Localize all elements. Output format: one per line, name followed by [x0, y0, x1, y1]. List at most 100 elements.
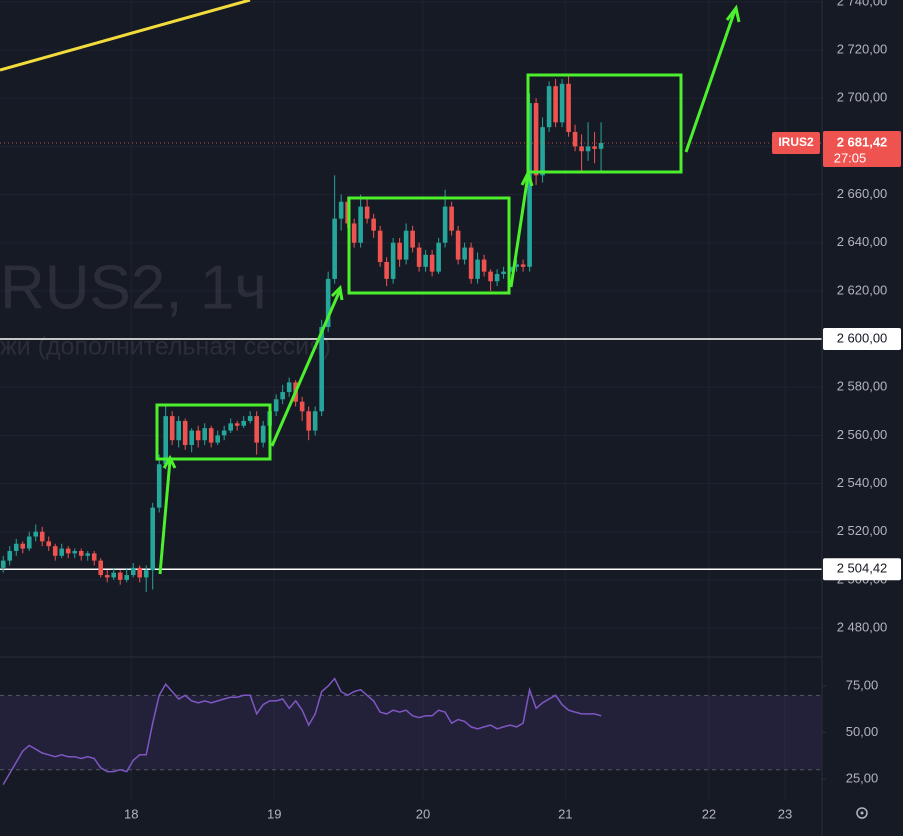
arrow: [509, 168, 534, 288]
candle-body: [488, 271, 493, 282]
settings-icon-dot[interactable]: [860, 811, 864, 815]
range-box: [347, 196, 511, 295]
watermark-title: RUS2, 1ч: [0, 253, 267, 322]
annotations: [155, 4, 741, 575]
candle-body: [598, 142, 604, 149]
y-tick-label: 2 660,00: [837, 186, 888, 201]
last-price-box: [823, 130, 901, 167]
watermark-subtitle: жи (дополнительная сессия): [0, 333, 331, 361]
candle-body: [306, 411, 311, 431]
candle-body: [0, 560, 6, 568]
candle-body: [208, 428, 214, 443]
candle-body: [475, 259, 480, 279]
x-tick-label: 20: [416, 806, 430, 821]
candle-body: [33, 531, 39, 537]
candle-body: [189, 430, 194, 446]
candle-body: [572, 131, 578, 147]
candle-body: [254, 416, 259, 443]
candle-body: [403, 230, 409, 260]
y-tick-label: 2 520,00: [837, 523, 888, 538]
candle-body: [299, 401, 305, 412]
symbol-tag: [772, 131, 820, 154]
y-tick-label: 2 740,00: [837, 0, 888, 8]
candle-body: [397, 242, 402, 260]
candle-body: [384, 262, 389, 279]
y-tick-label: 2 480,00: [837, 619, 888, 634]
level-label: 2 600,00: [837, 330, 888, 345]
candle-body: [592, 146, 597, 149]
candle-body: [91, 553, 97, 561]
candle-body: [390, 242, 396, 279]
candle-body: [455, 230, 461, 260]
candle-body: [280, 392, 285, 400]
candle-body: [416, 247, 422, 267]
candle-body: [52, 546, 58, 556]
candle-body: [176, 420, 181, 441]
candle-body: [65, 548, 71, 554]
rsi-band: [0, 695, 822, 770]
candle-body: [546, 86, 552, 128]
candle-body: [410, 230, 415, 248]
candle-body: [7, 550, 13, 561]
candle-body: [481, 259, 487, 272]
level-label-box: [823, 558, 901, 581]
candle-body: [163, 416, 168, 465]
candle-body: [429, 254, 435, 272]
rsi-tick-label: 75,00: [846, 677, 879, 692]
candle-body: [117, 572, 123, 580]
rsi-line: [2, 677, 602, 785]
candle-body: [137, 567, 143, 578]
candle-body: [130, 567, 136, 576]
plot: [0, 76, 822, 785]
arrow: [684, 4, 741, 153]
symbol-label: IRUS2: [778, 135, 814, 149]
candle-body: [286, 382, 292, 393]
y-tick-label: 2 700,00: [837, 90, 888, 105]
y-tick-label: 2 640,00: [837, 234, 888, 249]
candle-body: [104, 575, 110, 578]
candle-body: [195, 430, 201, 441]
candle-body: [312, 411, 318, 431]
candle-body: [124, 575, 130, 580]
candle-body: [553, 86, 558, 123]
candle-body: [527, 103, 532, 267]
candle-body: [501, 271, 506, 275]
candle-body: [559, 83, 565, 123]
candle-body: [215, 435, 220, 443]
candle-body: [585, 146, 591, 152]
x-tick-label: 23: [778, 806, 792, 821]
candle-body: [59, 548, 65, 556]
grid: [0, 0, 826, 800]
candle-body: [338, 201, 344, 219]
candle-body: [13, 543, 19, 551]
candle-body: [72, 550, 78, 554]
candle-body: [364, 206, 370, 219]
settings-icon-ring[interactable]: [856, 807, 868, 819]
candle-body: [156, 464, 162, 508]
level-label-box: [823, 328, 901, 351]
last-price-label: 2 681,42: [837, 134, 888, 149]
candle-body: [150, 507, 156, 571]
candle-body: [468, 247, 474, 279]
level-label: 2 504,42: [837, 561, 888, 576]
candle-body: [325, 278, 331, 328]
candle-body: [202, 428, 207, 441]
settings-icon[interactable]: [856, 807, 868, 819]
candle-body: [540, 127, 545, 176]
x-tick-label: 19: [267, 806, 281, 821]
candle-body: [234, 423, 240, 426]
candle-body: [436, 242, 441, 272]
candle-body: [358, 206, 363, 243]
candle-body: [332, 218, 337, 279]
x-tick-label: 22: [702, 806, 716, 821]
candle-body: [228, 423, 233, 431]
arrow: [158, 454, 177, 575]
trend-line: [0, 0, 251, 72]
candle-body: [98, 560, 104, 576]
candle-body: [20, 543, 26, 549]
x-tick-label: 21: [558, 806, 572, 821]
candle-body: [78, 550, 84, 556]
